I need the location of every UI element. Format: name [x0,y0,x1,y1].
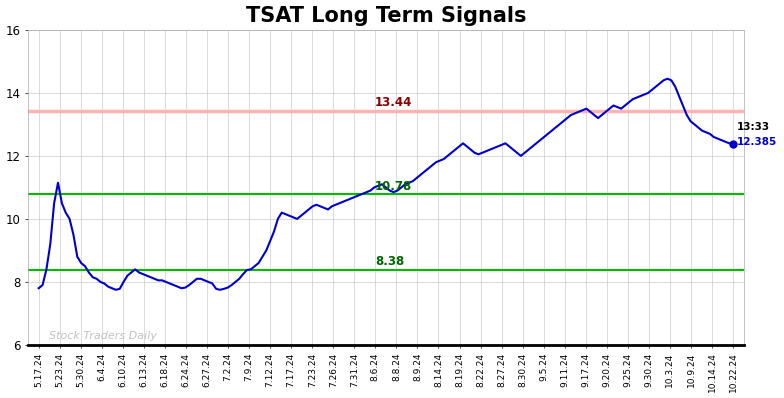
Title: TSAT Long Term Signals: TSAT Long Term Signals [245,6,526,25]
Text: 12.385: 12.385 [737,137,778,147]
Text: 13:33: 13:33 [737,122,771,132]
Text: 10.78: 10.78 [375,179,412,193]
Text: 8.38: 8.38 [375,255,405,268]
Text: 13.44: 13.44 [375,96,412,109]
Text: Stock Traders Daily: Stock Traders Daily [49,331,158,341]
